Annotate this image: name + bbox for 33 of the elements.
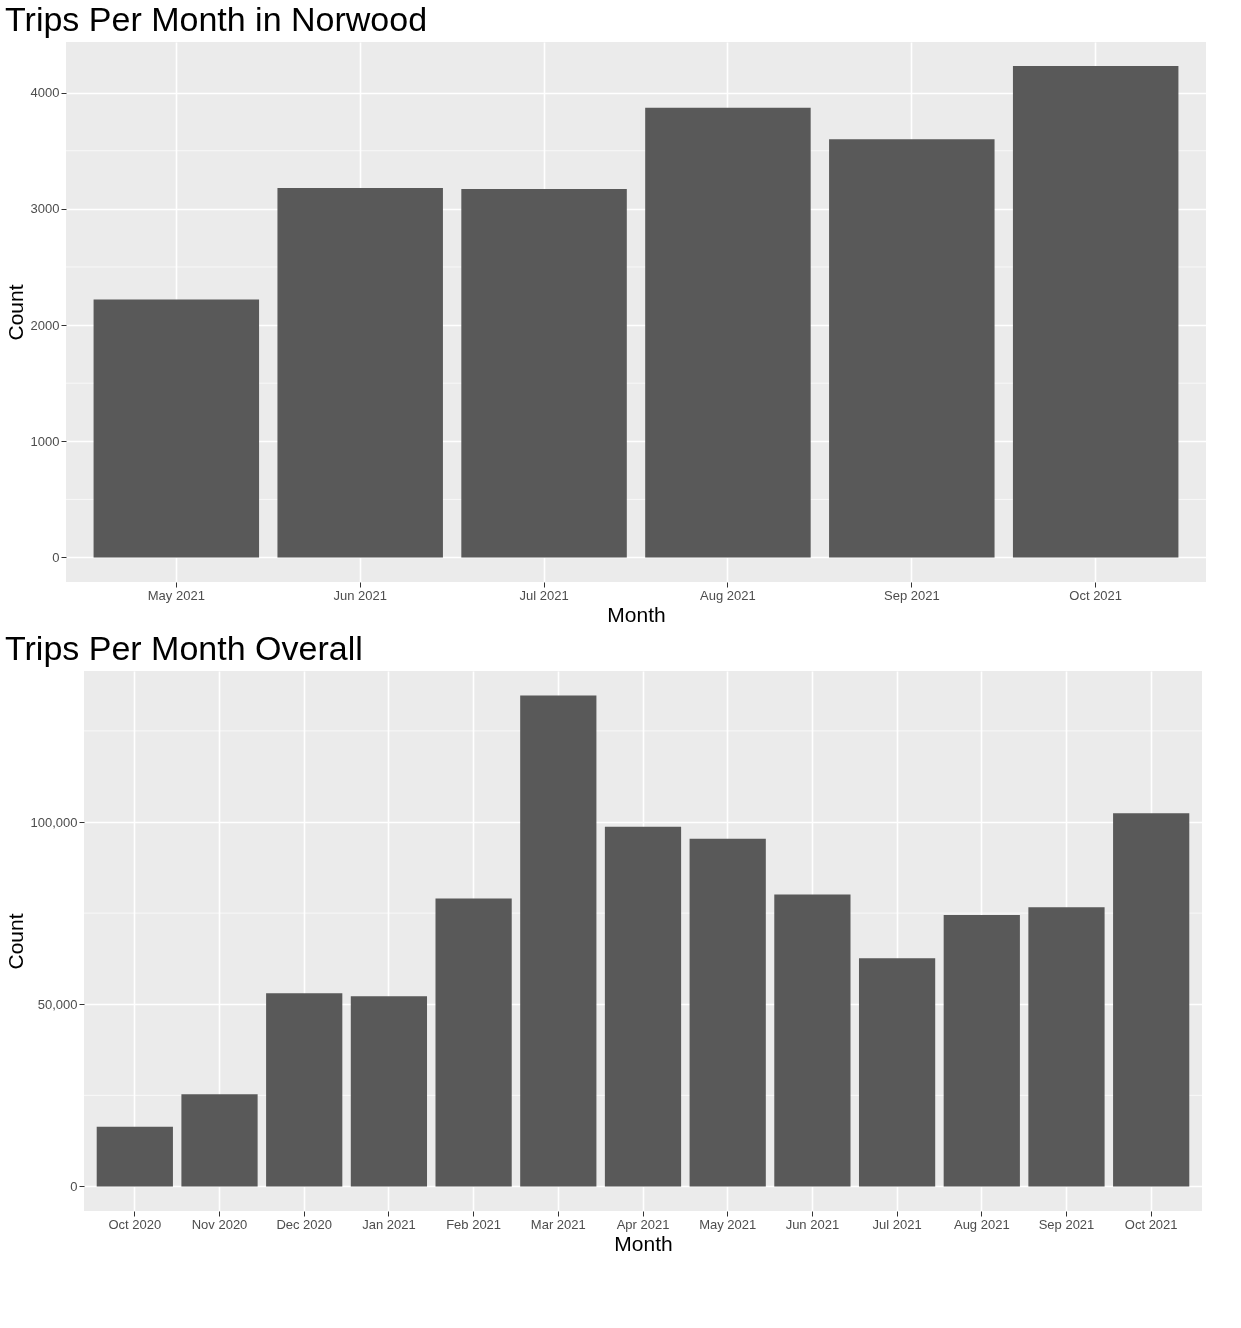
y-axis-title: Count bbox=[3, 913, 27, 970]
x-tick-label: Jun 2021 bbox=[333, 587, 387, 603]
y-tick-label: 2000 bbox=[30, 317, 60, 333]
x-tick-label: Sep 2021 bbox=[883, 587, 940, 603]
x-tick-label: Jan 2021 bbox=[362, 1216, 416, 1232]
chart-title: Trips Per Month Overall bbox=[5, 629, 363, 667]
chart-title: Trips Per Month in Norwood bbox=[5, 0, 428, 38]
x-tick-label: Oct 2021 bbox=[1069, 587, 1123, 603]
x-tick-label: Oct 2020 bbox=[108, 1216, 162, 1232]
x-tick-label: Nov 2020 bbox=[191, 1216, 248, 1232]
x-axis-title: Month bbox=[614, 1231, 673, 1255]
x-axis-title: Month bbox=[607, 602, 666, 626]
y-tick-label: 0 bbox=[52, 549, 60, 565]
y-tick-label: 0 bbox=[70, 1178, 78, 1194]
x-tick-label: Dec 2020 bbox=[276, 1216, 333, 1232]
x-tick-label: Mar 2021 bbox=[530, 1216, 586, 1232]
x-tick-label: May 2021 bbox=[147, 587, 205, 603]
x-tick-label: Jul 2021 bbox=[872, 1216, 922, 1232]
x-tick-label: Apr 2021 bbox=[616, 1216, 670, 1232]
x-tick-label: May 2021 bbox=[699, 1216, 757, 1232]
y-tick-label: 3000 bbox=[30, 201, 60, 217]
x-tick-label: Oct 2021 bbox=[1124, 1216, 1178, 1232]
x-tick-label: Aug 2021 bbox=[953, 1216, 1010, 1232]
y-axis-title: Count bbox=[3, 284, 27, 341]
x-tick-label: Aug 2021 bbox=[700, 587, 756, 603]
y-tick-label: 1000 bbox=[30, 433, 60, 449]
x-tick-label: Feb 2021 bbox=[446, 1216, 502, 1232]
x-tick-label: Jul 2021 bbox=[519, 587, 569, 603]
x-tick-label: Jun 2021 bbox=[785, 1216, 840, 1232]
y-tick-label: 4000 bbox=[30, 85, 60, 101]
y-tick-label: 50,000 bbox=[37, 996, 78, 1012]
y-tick-label: 100,000 bbox=[30, 814, 78, 830]
x-tick-label: Sep 2021 bbox=[1038, 1216, 1095, 1232]
